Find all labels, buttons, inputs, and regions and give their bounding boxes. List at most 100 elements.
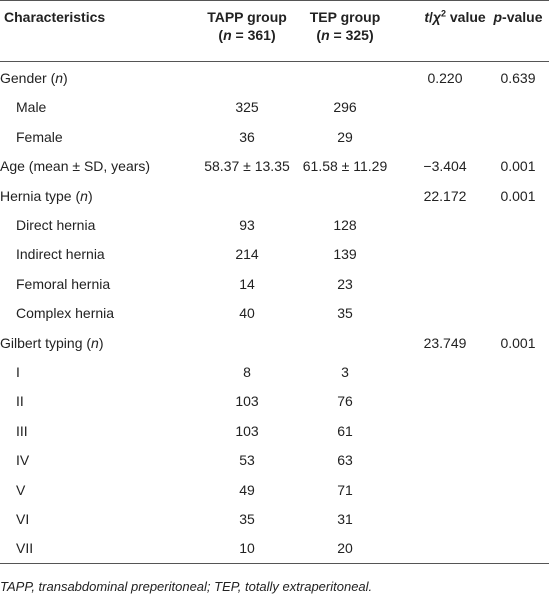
- text-run: II: [16, 393, 24, 410]
- text-run: Direct hernia: [16, 217, 96, 233]
- row-label: Femoral hernia: [16, 275, 110, 293]
- table-cell: 63: [337, 452, 353, 469]
- text-run: Age (mean ± SD, years): [0, 158, 151, 175]
- text-run: = 361): [231, 27, 276, 43]
- header-line: t/χ2 value: [395, 8, 515, 26]
- header-cell: p-value: [458, 8, 549, 26]
- header-cell: TEP group (n = 325): [285, 8, 405, 44]
- text-run: n: [321, 27, 330, 43]
- text-run: I: [16, 364, 20, 380]
- text-run: TAPP group: [207, 9, 287, 25]
- row-label: Age (mean ± SD, years): [0, 157, 150, 175]
- table-cell: −3.404: [423, 158, 467, 175]
- footnote: TAPP, transabdominal preperitoneal; TEP,…: [0, 579, 373, 594]
- row-label: Complex hernia: [16, 304, 114, 322]
- table-cell: 93: [239, 217, 255, 233]
- text-run: Indirect hernia: [16, 246, 105, 263]
- row-label: Gilbert typing (n): [0, 334, 104, 352]
- row-label: V: [16, 481, 25, 499]
- header-cell: t/χ2 value: [395, 8, 515, 26]
- table-cell: 14: [239, 275, 255, 292]
- text-run: Gilbert typing (: [0, 334, 92, 351]
- table-cell: 139: [333, 246, 357, 263]
- table-cell: 128: [333, 217, 357, 233]
- table-cell: 49: [239, 481, 255, 498]
- text-run: III: [16, 422, 28, 439]
- text-run: (: [316, 27, 322, 43]
- text-run: = 325): [329, 27, 374, 43]
- text-run: χ: [432, 9, 441, 25]
- row-label: VI: [16, 510, 29, 528]
- header-cell: TAPP group (n = 361): [187, 8, 307, 44]
- text-run: n: [91, 334, 99, 351]
- row-label: Direct hernia: [16, 216, 95, 234]
- row-label: IV: [16, 451, 29, 469]
- table-cell: 8: [243, 364, 251, 380]
- text-run: t: [424, 9, 429, 25]
- header-line: (n = 361): [187, 26, 307, 44]
- text-run: IV: [16, 452, 30, 469]
- text-run: value: [445, 9, 486, 25]
- bottom-rule: [0, 563, 549, 564]
- text-run: Complex hernia: [16, 305, 115, 322]
- text-run: VII: [16, 540, 34, 557]
- table-cell: 103: [235, 422, 259, 439]
- table-cell: 296: [333, 99, 357, 116]
- text-run: VI: [16, 511, 30, 527]
- table-cell: 61: [337, 422, 353, 439]
- text-run: p: [493, 9, 503, 25]
- text-run: ): [98, 334, 104, 351]
- table-cell: 36: [239, 128, 255, 145]
- header-line: TAPP group: [187, 8, 307, 26]
- table-cell: 0.001: [500, 334, 536, 351]
- row-label: VII: [16, 539, 33, 557]
- text-run: 2: [440, 8, 446, 19]
- table-cell: 58.37 ± 13.35: [204, 158, 290, 175]
- text-run: -value: [502, 9, 543, 25]
- table-cell: 0.001: [500, 187, 536, 204]
- text-run: Femoral hernia: [16, 275, 111, 292]
- text-run: (: [218, 27, 224, 43]
- text-run: Gender (: [0, 70, 56, 86]
- table-cell: 71: [337, 481, 353, 498]
- table-cell: 23: [337, 275, 353, 292]
- text-run: Hernia type (: [0, 187, 81, 204]
- header-rule: [0, 61, 549, 62]
- text-run: /: [428, 9, 433, 25]
- header-line: TEP group: [285, 8, 405, 26]
- row-label: Indirect hernia: [16, 245, 105, 263]
- row-label: III: [16, 422, 28, 440]
- table-cell: 3: [341, 364, 349, 380]
- row-label: Hernia type (n): [0, 187, 93, 205]
- table-cell: 29: [337, 128, 353, 145]
- table-cell: 0.220: [427, 70, 463, 86]
- row-label: II: [16, 392, 24, 410]
- text-run: ): [87, 187, 93, 204]
- text-run: TEP group: [309, 9, 381, 25]
- row-label: Female: [16, 128, 63, 146]
- table-cell: 35: [239, 511, 255, 527]
- table-cell: 61.58 ± 11.29: [302, 158, 388, 175]
- text-run: Characteristics: [4, 9, 106, 25]
- text-run: n: [55, 70, 64, 86]
- text-run: ): [63, 70, 68, 86]
- header-cell: Characteristics: [4, 8, 105, 26]
- table-cell: 53: [239, 452, 255, 469]
- table-cell: 22.172: [423, 187, 467, 204]
- row-label: Gender (n): [0, 69, 68, 87]
- top-rule: [0, 0, 549, 1]
- table-cell: 10: [239, 540, 255, 557]
- table-cell: 23.749: [423, 334, 467, 351]
- table-cell: 325: [235, 99, 259, 116]
- text-run: n: [80, 187, 88, 204]
- row-label: I: [16, 363, 20, 381]
- text-run: n: [223, 27, 232, 43]
- table-cell: 214: [235, 246, 259, 263]
- table-cell: 0.001: [500, 158, 536, 175]
- header-line: p-value: [458, 8, 549, 26]
- table-cell: 40: [239, 305, 255, 322]
- text-run: Male: [16, 99, 47, 116]
- table-cell: 35: [337, 305, 353, 322]
- row-label: Male: [16, 98, 46, 116]
